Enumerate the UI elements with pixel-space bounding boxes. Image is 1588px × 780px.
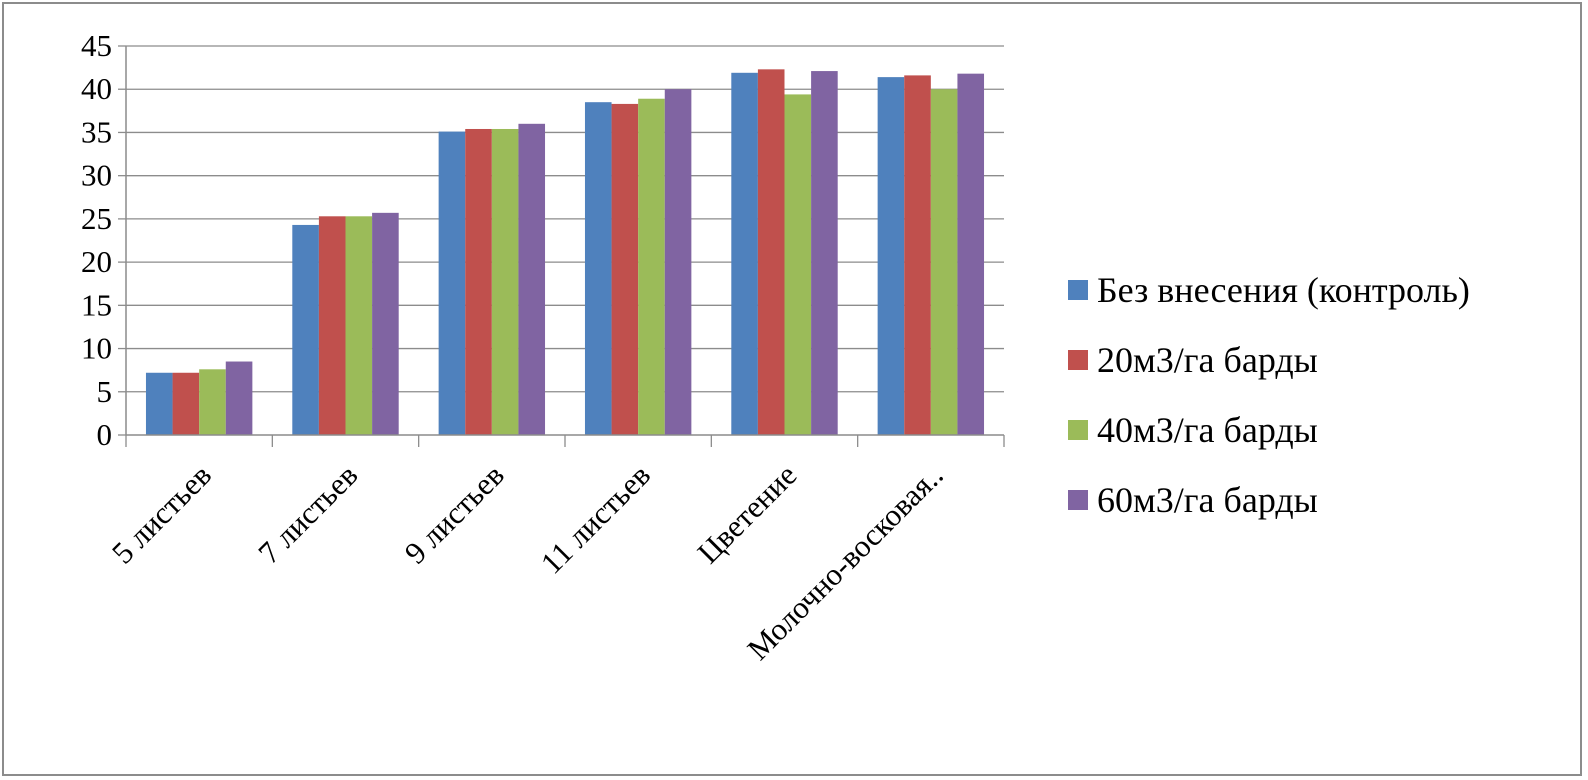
bar xyxy=(757,69,785,435)
bar xyxy=(172,372,200,435)
bar xyxy=(957,73,985,435)
y-tick-labels: 0 5 10 15 20 25 30 35 40 45 xyxy=(81,28,112,452)
x-category-label: Цветение xyxy=(690,457,803,570)
bars xyxy=(145,69,985,436)
x-tick-labels: 5 листьев 7 листьев 9 листьев 11 листьев Цве… xyxy=(105,457,950,666)
y-tick-label: 0 xyxy=(97,417,113,452)
legend-label: 40м3/га барды xyxy=(1097,410,1318,450)
bar xyxy=(199,369,226,435)
bar xyxy=(584,102,612,435)
y-tick-label: 30 xyxy=(81,158,112,193)
y-tick-label: 20 xyxy=(81,244,112,279)
bar xyxy=(438,131,466,435)
bar xyxy=(731,72,758,435)
bar xyxy=(145,372,173,435)
bar xyxy=(292,224,319,435)
bar xyxy=(638,98,665,435)
bar xyxy=(904,75,931,435)
bar xyxy=(811,71,838,436)
bar xyxy=(318,216,346,435)
x-category-label: 5 листьев xyxy=(105,457,218,570)
legend: Без внесения (контроль) 20м3/га барды 40м3… xyxy=(1068,270,1470,520)
axes xyxy=(118,45,1005,447)
bar xyxy=(784,94,812,436)
bar xyxy=(225,361,253,435)
legend-swatch xyxy=(1068,490,1088,510)
bar xyxy=(372,212,399,435)
bar xyxy=(930,89,958,435)
legend-label: Без внесения (контроль) xyxy=(1097,270,1470,310)
x-category-label: 11 листьев xyxy=(534,457,657,580)
bar xyxy=(877,77,905,436)
legend-label: 20м3/га барды xyxy=(1097,340,1318,380)
y-tick-label: 15 xyxy=(81,287,112,322)
bar xyxy=(518,123,546,436)
y-tick-label: 10 xyxy=(81,331,112,366)
y-tick-label: 5 xyxy=(97,374,113,409)
legend-swatch xyxy=(1068,280,1088,300)
bar xyxy=(611,103,639,435)
gridlines xyxy=(126,45,1004,393)
y-tick-label: 25 xyxy=(81,201,112,236)
x-category-label: 9 листьев xyxy=(398,457,511,570)
y-tick-label: 45 xyxy=(81,28,112,63)
bar xyxy=(491,128,519,435)
legend-swatch xyxy=(1068,420,1088,440)
y-tick-label: 35 xyxy=(81,114,112,149)
x-category-label: 7 листьев xyxy=(251,457,364,570)
legend-swatch xyxy=(1068,350,1088,370)
y-tick-label: 40 xyxy=(81,71,112,106)
bar xyxy=(345,216,373,435)
legend-label: 60м3/га барды xyxy=(1097,480,1318,520)
bar xyxy=(465,128,492,435)
bar xyxy=(664,89,692,435)
